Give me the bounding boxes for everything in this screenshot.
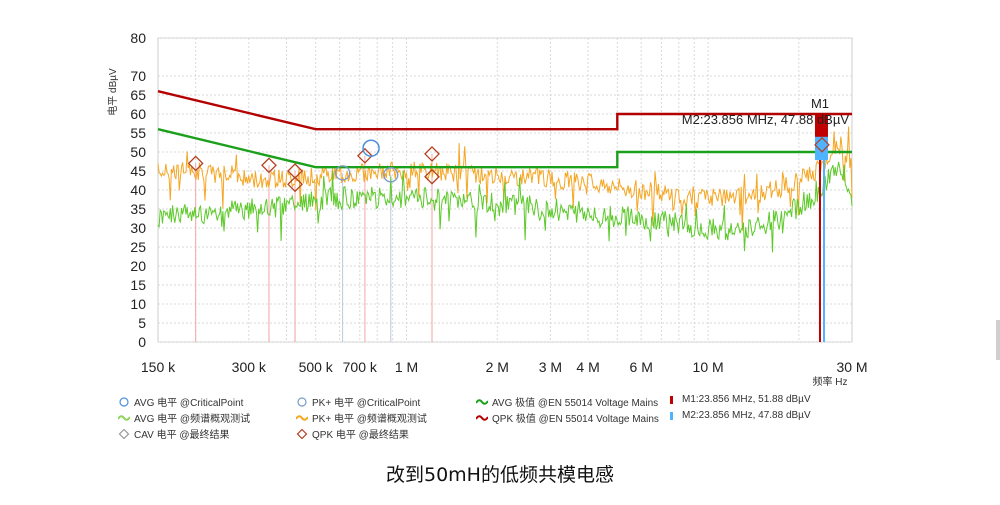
legend-label: QPK 极值 @EN 55014 Voltage Mains: [492, 414, 659, 425]
legend-label: AVG 极值 @EN 55014 Voltage Mains: [492, 398, 659, 409]
spectrum-trace-avg: [157, 161, 853, 253]
x-axis-ticks: 150 k 300 k 500 k 700 k 1 M 2 M 3 M 4 M 6 M 10 M 3…: [141, 359, 868, 375]
legend-label: M1:23.856 MHz, 51.88 dBµV: [682, 394, 811, 405]
limit-lines: [157, 90, 852, 169]
y-tick-label: 80: [130, 30, 146, 46]
y-tick-label: 25: [130, 239, 146, 255]
legend-label: CAV 电平 @最终结果: [134, 430, 230, 441]
y-axis-ticks: 0 5 10 15 20 25 30 35 40 45 50 55 60 65 70 80: [130, 30, 146, 350]
y-tick-label: 60: [130, 106, 146, 122]
y-tick-label: 10: [130, 296, 146, 312]
wave-symbol-icon: [475, 397, 489, 407]
avg-limit-line: [157, 128, 852, 169]
circle-symbol-icon: [118, 396, 130, 407]
y-tick-label: 45: [130, 163, 146, 179]
legend-label: M2:23.856 MHz, 47.88 dBµV: [682, 410, 811, 421]
x-tick-label: 300 k: [232, 359, 267, 375]
x-tick-label: 2 M: [486, 359, 509, 375]
qpk-final-point[interactable]: [187, 155, 204, 172]
y-tick-label: 50: [130, 144, 146, 160]
qpk-final-point[interactable]: [814, 137, 830, 153]
y-tick-label: 5: [138, 315, 146, 331]
emc-chart: 0 5 10 15 20 25 30 35 40 45 50 55 60 65 70 80 150 k 300 …: [106, 30, 868, 388]
legend-item: M1:23.856 MHz, 51.88 dBµV: [666, 394, 811, 405]
x-tick-label: 500 k: [299, 359, 334, 375]
x-tick-label: 3 M: [539, 359, 562, 375]
legend-label: PK+ 电平 @CriticalPoint: [312, 398, 421, 409]
pk-critical-point[interactable]: [383, 167, 399, 183]
legend-item: AVG 电平 @CriticalPoint: [118, 394, 243, 409]
legend-item: AVG 极值 @EN 55014 Voltage Mains: [475, 394, 659, 409]
qpk-final-point[interactable]: [356, 147, 373, 164]
qpk-final-point[interactable]: [424, 168, 440, 185]
window-edge: [996, 320, 1000, 360]
qpk-final-point[interactable]: [424, 145, 440, 162]
x-tick-label: 6 M: [630, 359, 653, 375]
y-tick-label: 0: [138, 334, 146, 350]
y-axis-label: 电平 dBµV: [106, 68, 119, 116]
pk-critical-point[interactable]: [334, 165, 351, 181]
marker-title: M1: [811, 96, 829, 111]
diamond-symbol-icon: [296, 428, 308, 439]
diamond-symbol-icon: [118, 428, 130, 439]
circle-symbol-icon: [296, 396, 308, 407]
legend: AVG 电平 @CriticalPoint PK+ 电平 @CriticalPoi…: [117, 394, 838, 454]
x-tick-label: 4 M: [576, 359, 599, 375]
y-tick-label: 30: [130, 220, 146, 236]
y-tick-label: 35: [130, 201, 146, 217]
y-tick-label: 65: [130, 87, 146, 103]
bar-symbol-icon: [666, 395, 678, 405]
x-tick-label: 150 k: [141, 359, 176, 375]
legend-item: PK+ 电平 @频谱概观测试: [295, 410, 427, 425]
y-tick-label: 15: [130, 277, 146, 293]
x-axis-label: 频率 Hz: [813, 375, 848, 388]
wave-symbol-icon: [117, 413, 131, 423]
y-tick-label: 40: [130, 182, 146, 198]
caption: 改到50mH的低频共模电感: [386, 464, 614, 486]
x-tick-label: 10 M: [693, 359, 724, 375]
marker-m2-flag[interactable]: [814, 136, 828, 161]
bar-symbol-icon: [666, 411, 678, 421]
legend-item: CAV 电平 @最终结果: [118, 426, 230, 441]
legend-item: QPK 极值 @EN 55014 Voltage Mains: [475, 410, 659, 425]
legend-item: QPK 电平 @最终结果: [296, 426, 409, 441]
y-tick-label: 20: [130, 258, 146, 274]
x-tick-label: 30 M: [836, 359, 867, 375]
legend-label: QPK 电平 @最终结果: [312, 430, 409, 441]
qpk-final-point[interactable]: [287, 176, 303, 193]
qpk-limit-line: [157, 90, 852, 131]
markers[interactable]: [814, 115, 830, 342]
legend-item: M2:23.856 MHz, 47.88 dBµV: [666, 410, 811, 421]
marker-readout: M2:23.856 MHz, 47.88 dBµV: [682, 112, 850, 127]
avg-critical-point[interactable]: [362, 139, 380, 157]
critical-points: [187, 139, 440, 193]
x-tick-label: 1 M: [395, 359, 418, 375]
wave-symbol-icon: [475, 413, 489, 423]
wave-symbol-icon: [295, 413, 309, 423]
y-tick-label: 55: [130, 125, 146, 141]
y-tick-label: 70: [130, 68, 146, 84]
legend-label: PK+ 电平 @频谱概观测试: [312, 414, 427, 425]
spectrum-trace-pk: [157, 126, 853, 231]
legend-item: PK+ 电平 @CriticalPoint: [296, 394, 420, 409]
qpk-final-point[interactable]: [261, 157, 277, 174]
legend-item: AVG 电平 @频谱概观测试: [117, 410, 251, 425]
x-tick-label: 700 k: [343, 359, 378, 375]
legend-label: AVG 电平 @频谱概观测试: [134, 414, 251, 425]
legend-label: AVG 电平 @CriticalPoint: [134, 398, 244, 409]
spectra: [157, 126, 853, 253]
